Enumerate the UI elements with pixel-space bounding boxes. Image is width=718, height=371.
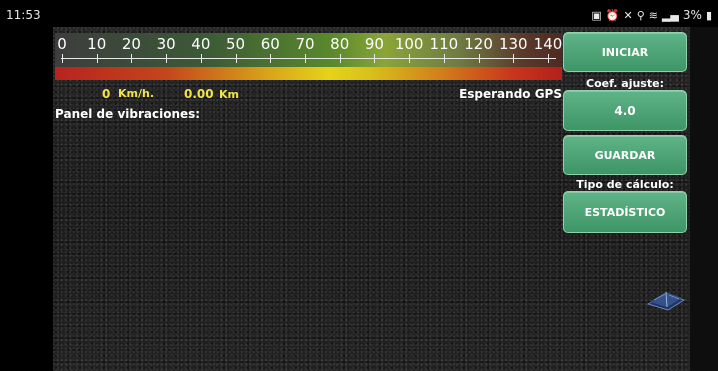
save-button[interactable]: GUARDAR — [563, 135, 687, 175]
scale-tick-label: 140 — [533, 35, 563, 53]
scale-tick-mark — [166, 54, 168, 63]
gps-status: Esperando GPS — [459, 87, 562, 101]
scale-tick-mark — [339, 54, 341, 63]
vibration-panel-label: Panel de vibraciones: — [55, 107, 201, 121]
scale-tick-label: 20 — [121, 35, 141, 53]
speed-scale: 0 10 20 30 40 50 60 70 80 90 100 110 120 130 140 — [55, 33, 562, 80]
scale-tick-mark — [131, 54, 133, 63]
start-button[interactable]: INICIAR — [563, 32, 687, 72]
scale-tick-label: 70 — [295, 35, 315, 53]
alarm-icon: ⏰ — [605, 8, 620, 22]
calc-type-label: Tipo de cálculo: — [576, 178, 674, 191]
right-edge-strip — [690, 27, 718, 371]
scale-tick-label: 10 — [87, 35, 107, 53]
scale-tick-mark — [62, 54, 63, 63]
speed-unit: Km/h. — [118, 87, 155, 100]
scale-tick-label: 60 — [260, 35, 280, 53]
scale-tick-label: 80 — [330, 35, 350, 53]
scale-tick-mark — [513, 54, 515, 63]
coef-value-button[interactable]: 4.0 — [563, 90, 687, 131]
scale-tick-mark — [548, 54, 549, 63]
battery-percent: 3% — [682, 8, 702, 22]
scale-tick-label: 110 — [429, 35, 459, 53]
scale-tick-label: 90 — [364, 35, 384, 53]
battery-icon: ▮ — [705, 8, 712, 22]
wifi-icon: ≋ — [648, 8, 658, 22]
scale-tick-label: 120 — [464, 35, 493, 53]
scale-tick-mark — [443, 54, 445, 63]
scale-tick-label: 100 — [394, 35, 424, 53]
coef-label: Coef. ajuste: — [586, 77, 664, 90]
scale-tick-label: 30 — [156, 35, 176, 53]
distance-value: 0.00 — [184, 87, 214, 101]
scale-tick-label: 50 — [226, 35, 246, 53]
location-icon: ⚲ — [636, 8, 645, 22]
scale-axis-line — [61, 58, 556, 59]
status-icons: ▣ ⏰ ✕ ⚲ ≋ ▂▄ 3% ▮ — [591, 8, 712, 22]
scale-tick-mark — [235, 54, 237, 63]
screenshot-icon: ▣ — [591, 8, 602, 22]
book-icon — [646, 291, 686, 311]
status-clock: 11:53 — [6, 8, 41, 22]
signal-icon: ▂▄ — [661, 8, 679, 22]
calc-type-button[interactable]: ESTADÍSTICO — [563, 191, 687, 233]
scale-tick-label: 130 — [498, 35, 528, 53]
scale-tick-label: 40 — [191, 35, 211, 53]
scale-tick-mark — [96, 54, 98, 63]
speed-value: 0 — [102, 87, 111, 101]
scale-tick-mark — [200, 54, 202, 63]
distance-unit: Km — [219, 88, 239, 101]
silent-icon: ✕ — [623, 8, 633, 22]
scale-tick-mark — [305, 54, 306, 63]
status-bar: 11:53 ▣ ⏰ ✕ ⚲ ≋ ▂▄ 3% ▮ — [0, 0, 718, 27]
scale-tick-mark — [374, 54, 376, 63]
scale-tick-mark — [270, 54, 272, 63]
scale-tick-mark — [409, 54, 411, 63]
speed-gradient-bar — [55, 67, 562, 80]
scale-tick-label: 0 — [57, 35, 67, 53]
scale-tick-mark — [478, 54, 480, 63]
